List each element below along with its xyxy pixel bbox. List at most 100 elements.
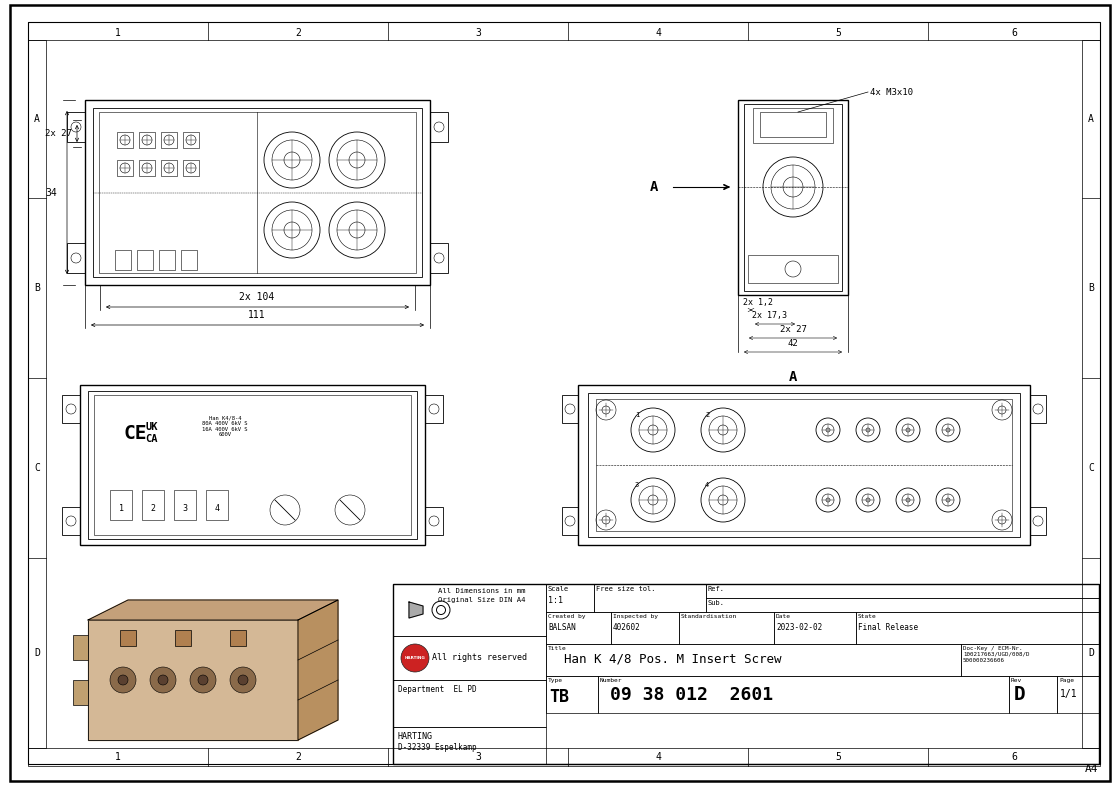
Text: D: D	[1014, 685, 1026, 704]
Circle shape	[237, 675, 248, 685]
Bar	[62, 395, 80, 423]
Text: 4: 4	[655, 752, 661, 762]
Text: Number: Number	[600, 678, 623, 683]
Text: 34: 34	[45, 187, 57, 198]
Text: 111: 111	[249, 310, 265, 320]
Bar	[562, 395, 578, 423]
Text: Final Release: Final Release	[858, 623, 918, 632]
Text: 1: 1	[635, 412, 640, 418]
Text: 5: 5	[836, 28, 841, 38]
Bar	[1057, 676, 1099, 713]
Text: 4: 4	[215, 503, 220, 513]
Bar	[738, 100, 848, 295]
Text: State: State	[858, 614, 877, 619]
Bar	[94, 395, 411, 535]
Bar	[393, 727, 547, 764]
Bar	[116, 160, 133, 176]
Polygon shape	[298, 600, 338, 740]
Text: Inspected by: Inspected by	[613, 614, 659, 619]
Text: Sub.: Sub.	[708, 600, 725, 606]
Bar	[596, 399, 1012, 531]
Bar	[612, 612, 679, 644]
Polygon shape	[88, 600, 338, 620]
Bar	[139, 132, 155, 148]
Circle shape	[110, 667, 136, 693]
Text: HARTING: HARTING	[404, 656, 426, 660]
Text: Date: Date	[776, 614, 791, 619]
Text: 2: 2	[704, 412, 709, 418]
Text: Rev: Rev	[1011, 678, 1023, 683]
Text: 1: 1	[115, 28, 121, 38]
Text: All Dimensions in mm: All Dimensions in mm	[438, 588, 525, 594]
Text: Han K4/8-4
80A 400V 6kV S
16A 400V 6kV S
600V: Han K4/8-4 80A 400V 6kV S 16A 400V 6kV S…	[203, 415, 248, 438]
Circle shape	[118, 675, 128, 685]
Text: 4x M3x10: 4x M3x10	[870, 88, 913, 96]
Bar	[115, 250, 131, 270]
Circle shape	[401, 644, 429, 672]
Bar	[183, 160, 199, 176]
Bar	[562, 507, 578, 535]
Bar	[430, 112, 448, 142]
Text: D: D	[34, 648, 40, 658]
Text: 3: 3	[635, 482, 640, 488]
Text: 1:1: 1:1	[548, 596, 563, 605]
Bar	[120, 630, 136, 646]
Bar	[206, 490, 228, 520]
Bar	[1030, 507, 1046, 535]
Bar	[1030, 395, 1046, 423]
Bar	[393, 680, 547, 727]
Text: 1: 1	[115, 752, 121, 762]
Bar	[142, 490, 164, 520]
Text: Page: Page	[1060, 678, 1074, 683]
Text: B: B	[34, 283, 40, 293]
Text: C: C	[34, 463, 40, 473]
Text: CE: CE	[123, 423, 147, 442]
Bar	[175, 630, 192, 646]
Bar	[393, 584, 547, 636]
Text: 6: 6	[1011, 28, 1017, 38]
Text: A: A	[788, 370, 797, 384]
Bar	[547, 644, 961, 676]
Text: 2x 1,2: 2x 1,2	[743, 298, 773, 307]
Circle shape	[190, 667, 216, 693]
Bar	[67, 112, 85, 142]
Bar	[73, 680, 88, 705]
Bar	[547, 676, 598, 713]
Bar	[80, 385, 424, 545]
Text: Scale: Scale	[548, 586, 569, 592]
Circle shape	[158, 675, 168, 685]
Bar	[424, 395, 444, 423]
Text: 3: 3	[475, 752, 480, 762]
Bar	[110, 490, 132, 520]
Text: A: A	[1088, 114, 1094, 124]
Bar	[760, 112, 825, 137]
Text: 2x 27: 2x 27	[45, 129, 72, 137]
Bar	[183, 132, 199, 148]
Text: Type: Type	[548, 678, 563, 683]
Bar	[88, 620, 298, 740]
Text: B: B	[1088, 283, 1094, 293]
Bar	[961, 644, 1099, 676]
Text: 1/1: 1/1	[1060, 689, 1077, 699]
Text: Ref.: Ref.	[708, 586, 725, 592]
Text: 2x 17,3: 2x 17,3	[752, 311, 787, 320]
Circle shape	[198, 675, 208, 685]
Bar	[93, 108, 422, 277]
Bar	[856, 612, 1099, 644]
Text: 4: 4	[655, 28, 661, 38]
Bar	[547, 612, 612, 644]
Text: 402602: 402602	[613, 623, 641, 632]
Text: 4: 4	[704, 482, 709, 488]
Text: 1: 1	[119, 503, 123, 513]
Text: HARTING: HARTING	[398, 732, 433, 741]
Bar	[1009, 676, 1057, 713]
Text: A4: A4	[1085, 764, 1099, 774]
Bar	[73, 635, 88, 660]
Bar	[161, 132, 177, 148]
Bar	[744, 104, 842, 291]
Text: 6: 6	[1011, 752, 1017, 762]
Bar	[588, 393, 1020, 537]
Bar	[88, 391, 417, 539]
Bar	[62, 507, 80, 535]
Bar	[161, 160, 177, 176]
